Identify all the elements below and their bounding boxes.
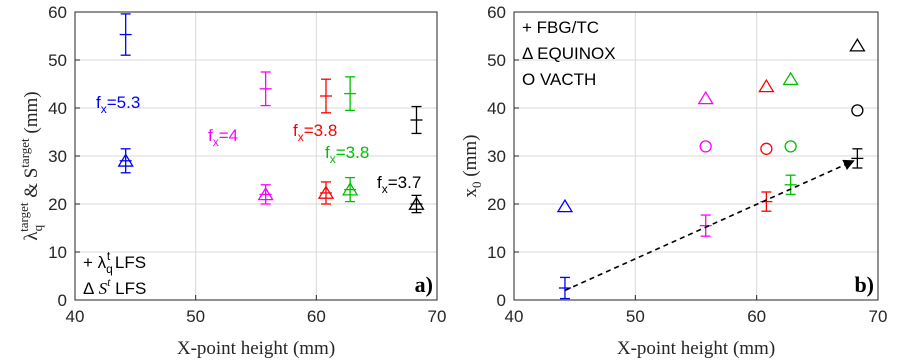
panel-b-x-tick-label: 40 — [505, 307, 524, 326]
fbg-tc-point — [699, 214, 712, 237]
panel-b-y-axis-label: x0 (mm) — [460, 135, 484, 198]
s-target-point — [117, 153, 134, 167]
legend-entry: O VACTH — [522, 70, 596, 89]
panel-b-ticks: 40 50 60 70 0 10 20 30 40 50 60 — [487, 3, 887, 326]
panel-b-label: b) — [854, 272, 874, 297]
panel-a-frame — [74, 11, 438, 301]
lambda-q-point — [119, 13, 132, 56]
panel-a-x-tick-label: 70 — [428, 307, 447, 326]
vacth-point — [851, 104, 864, 117]
panel-b-y-tick-label: 10 — [487, 243, 506, 262]
legend-entry: + FBG/TC — [522, 18, 599, 37]
panel-b-x-tick-label: 50 — [626, 307, 645, 326]
s-target-point — [408, 196, 425, 210]
lambda-q-point — [319, 78, 332, 114]
fx-annotation: fx=3.8 — [325, 143, 369, 166]
fx-annotation: fx=4 — [208, 126, 238, 149]
legend-entry-s: Δ St LFS — [83, 275, 146, 298]
panel-b-y-tick-label: 20 — [487, 195, 506, 214]
panel-b-y-tick-label: 40 — [487, 99, 506, 118]
panel-b-y-tick-label: 50 — [487, 51, 506, 70]
panel-a-label: a) — [415, 272, 433, 297]
panel-b: 40 50 60 70 0 10 20 30 40 50 60 X-point height (mm… — [460, 3, 887, 359]
panel-a-y-tick-label: 30 — [48, 147, 67, 166]
panel-a-x-tick-label: 60 — [307, 307, 326, 326]
trend-arrow — [564, 159, 855, 292]
panel-b-legend: + FBG/TC Δ EQUINOX O VACTH — [522, 18, 616, 89]
panel-a-y-axis-label: λqtarget & Starget (mm) — [16, 91, 45, 240]
panel-a-y-tick-label: 40 — [48, 99, 67, 118]
fbg-tc-point — [784, 174, 797, 196]
panel-b-frame — [513, 11, 879, 301]
lambda-q-point — [410, 105, 423, 135]
panel-b-x-tick-label: 60 — [747, 307, 766, 326]
legend-entry-lambda: + λqt LFS — [83, 249, 146, 276]
panel-a-ticks: 40 50 60 70 0 10 20 30 40 50 60 — [48, 3, 446, 326]
fx-annotation: fx=3.8 — [293, 121, 337, 144]
lambda-q-point — [259, 71, 272, 107]
panel-a-x-tick-label: 40 — [66, 307, 85, 326]
vacth-point — [784, 140, 797, 153]
panel-a-y-tick-label: 10 — [48, 243, 67, 262]
panel-a-x-tick-label: 50 — [186, 307, 205, 326]
panel-a-y-tick-label: 20 — [48, 195, 67, 214]
panel-a: fx=5.3 fx=4 fx=3.8fx=3.8 fx=3.7 40 50 60 70 0 10… — [16, 3, 446, 359]
fx-annotation: fx=3.7 — [377, 173, 421, 196]
panel-b-y-tick-label: 0 — [497, 291, 506, 310]
fbg-tc-point — [851, 148, 864, 169]
fx-annotation: fx=5.3 — [96, 93, 140, 116]
lambda-q-point — [344, 76, 357, 112]
vacth-point — [699, 140, 712, 153]
vacth-point — [760, 142, 773, 155]
legend-entry: Δ EQUINOX — [522, 44, 616, 63]
equinox-point — [556, 198, 574, 213]
s-target-point — [257, 186, 274, 201]
equinox-point — [697, 90, 714, 105]
panel-b-y-tick-label: 30 — [487, 147, 506, 166]
panel-a-y-tick-label: 60 — [48, 3, 67, 22]
panel-a-x-axis-label: X-point height (mm) — [177, 338, 335, 359]
equinox-point — [782, 71, 799, 86]
equinox-point — [758, 78, 775, 93]
panel-a-plot: fx=5.3 fx=4 fx=3.8fx=3.8 fx=3.7 — [96, 13, 425, 214]
panel-b-plot — [556, 38, 866, 300]
s-target-point — [341, 182, 359, 196]
panel-b-x-tick-label: 70 — [869, 307, 888, 326]
panel-b-x-axis-label: X-point height (mm) — [617, 338, 775, 359]
panel-b-y-tick-label: 60 — [487, 3, 506, 22]
panel-a-y-tick-label: 50 — [48, 51, 67, 70]
s-target-point — [317, 185, 335, 199]
panel-a-y-tick-label: 0 — [58, 291, 67, 310]
equinox-point — [849, 38, 866, 52]
